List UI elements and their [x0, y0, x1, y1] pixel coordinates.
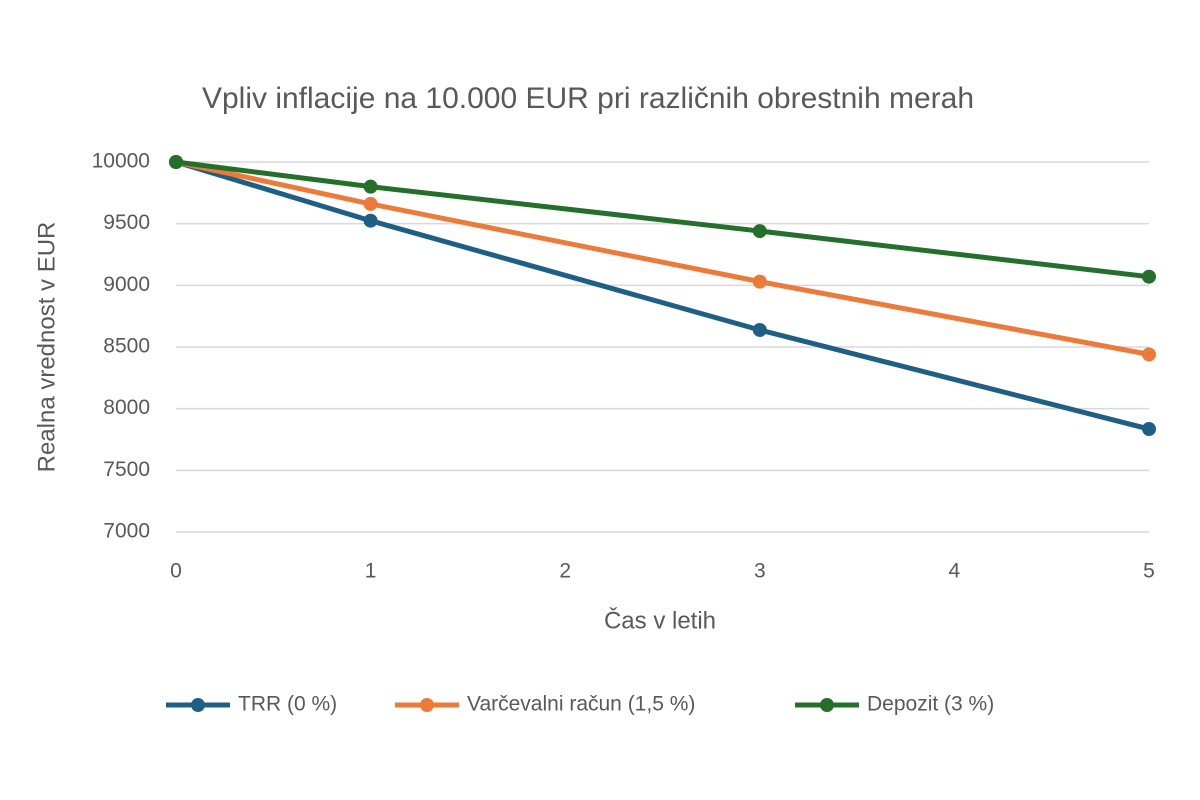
y-tick-label: 8000 [103, 396, 150, 419]
legend-marker [420, 698, 434, 712]
x-tick-label: 2 [559, 560, 571, 583]
marker [169, 155, 183, 169]
x-axis-label: Čas v letih [604, 606, 716, 634]
marker [1142, 347, 1156, 362]
y-tick-label: 9500 [103, 211, 150, 234]
series-line [175, 159, 1150, 432]
marker [363, 179, 378, 194]
legend-marker [191, 698, 205, 712]
x-tick-label: 5 [1143, 560, 1155, 583]
legend-marker [820, 698, 834, 712]
x-tick-label: 4 [949, 560, 961, 583]
legend-label: TRR (0 %) [238, 693, 337, 716]
y-tick-label: 7000 [103, 520, 150, 543]
y-tick-label: 9000 [103, 273, 150, 296]
x-tick-label: 3 [754, 560, 766, 583]
x-tick-label: 1 [365, 560, 377, 583]
marker [752, 274, 767, 289]
marker [752, 224, 767, 239]
y-tick-label: 10000 [92, 150, 150, 173]
marker [363, 213, 378, 228]
marker [1142, 422, 1156, 437]
x-tick-label: 0 [170, 560, 182, 583]
legend-label: Depozit (3 %) [867, 693, 994, 716]
chart-title: Vpliv inflacije na 10.000 EUR pri različ… [202, 82, 974, 115]
series-line [175, 159, 1150, 357]
marker [752, 322, 767, 337]
marker [1142, 269, 1156, 284]
marker [363, 196, 378, 211]
y-axis-label: Realna vrednost v EUR [33, 222, 60, 473]
series-line [175, 159, 1150, 280]
y-tick-label: 7500 [103, 458, 150, 481]
legend-label: Varčevalni račun (1,5 %) [467, 693, 695, 716]
y-tick-label: 8500 [103, 335, 150, 358]
